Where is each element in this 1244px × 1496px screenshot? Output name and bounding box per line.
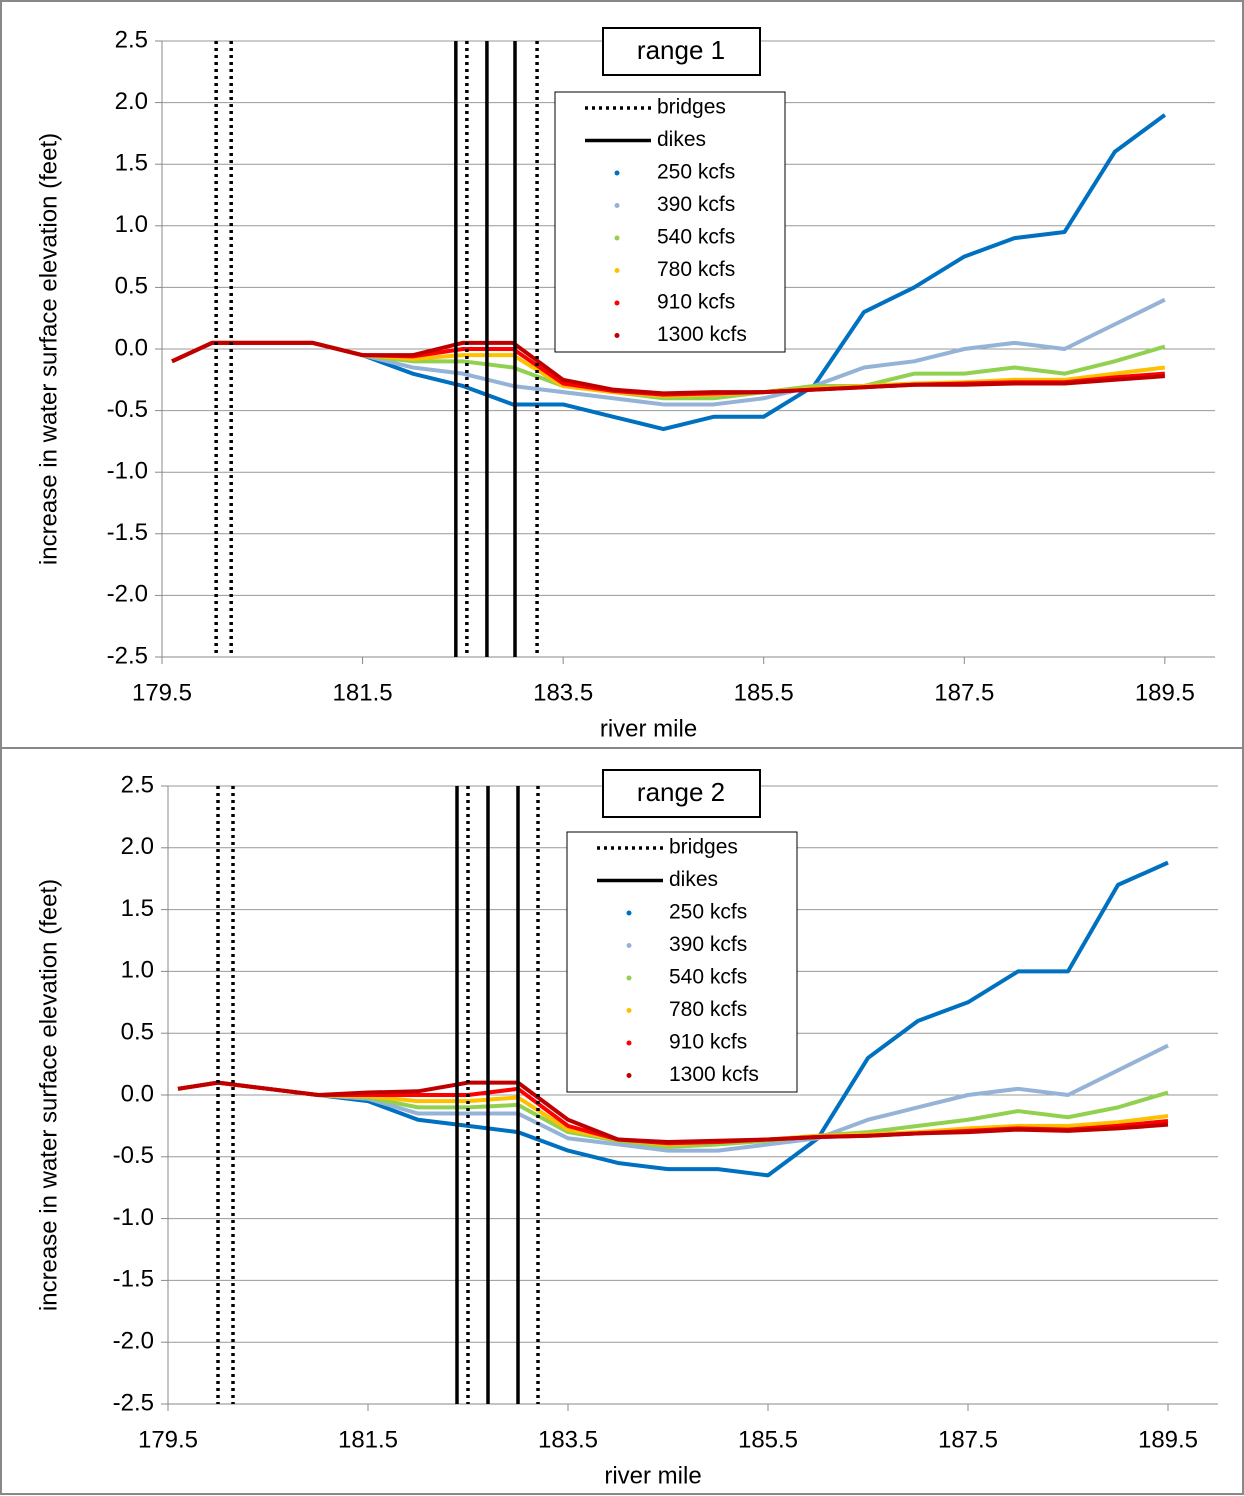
y-tick-label: -2.0 [113,1328,154,1355]
y-tick-label: 1.0 [115,211,148,238]
x-tick-label: 187.5 [938,1426,998,1453]
legend-swatch [626,943,632,948]
legend-label: dikes [669,868,718,891]
y-tick-label: -0.5 [113,1142,154,1169]
x-tick-label: 183.5 [533,679,593,706]
chart-title: range 2 [637,777,725,807]
y-tick-label: 0.0 [121,1080,154,1107]
panel-border [0,747,1244,1495]
y-tick-label: 2.5 [115,26,148,53]
x-tick-label: 183.5 [538,1426,598,1453]
legend-label: 250 kcfs [669,901,747,924]
chart: -2.5 -2.0 -1.5 -1.0 -0.5 0.0 0.5 1.0 1.5 2.0 2.5 17… [35,769,1218,1489]
x-axis-label: river mile [604,1462,701,1489]
legend-box [566,831,798,1093]
y-tick-label: -1.0 [113,1204,154,1231]
legend-label: bridges [657,96,726,119]
legend-label: 780 kcfs [669,998,747,1021]
chart: -2.5 -2.0 -1.5 -1.0 -0.5 0.0 0.5 1.0 1.5 2.0 2.5 17… [35,26,1215,742]
y-tick-label: -1.0 [107,458,148,485]
y-tick-label: -0.5 [107,396,148,423]
y-tick-label: -1.5 [113,1266,154,1293]
y-axis-label: increase in water surface elevation (fee… [35,879,62,1311]
legend-label: bridges [669,836,738,859]
y-tick-label: 1.5 [115,150,148,177]
y-tick-label: -2.5 [107,642,148,669]
legend-swatch [614,268,620,273]
y-tick-label: 2.0 [115,88,148,115]
series-line [177,1080,1169,1144]
legend-swatch [614,203,620,208]
legend-swatch [614,235,620,241]
legend-label: 1300 kcfs [669,1063,759,1086]
legend-box [554,91,786,353]
x-tick-label: 179.5 [138,1426,198,1453]
legend-label: 540 kcfs [657,226,735,249]
legend-label: dikes [657,128,706,151]
legend-label: 910 kcfs [657,291,735,314]
x-tick-label: 189.5 [1135,679,1195,706]
legend-swatch [626,1040,632,1046]
y-tick-label: -2.5 [113,1389,154,1416]
chart-title: range 1 [637,35,725,65]
title-box [602,769,761,818]
y-tick-label: -1.5 [107,519,148,546]
y-tick-label: 0.5 [121,1019,154,1046]
y-tick-label: -2.0 [107,581,148,608]
legend-label: 390 kcfs [669,933,747,956]
legend-label: 540 kcfs [669,966,747,989]
legend-swatch [626,975,632,981]
legend-label: 1300 kcfs [657,323,747,346]
y-tick-label: 0.5 [115,273,148,300]
legend-label: 390 kcfs [657,193,735,216]
y-tick-label: 0.0 [115,334,148,361]
x-tick-label: 181.5 [333,679,393,706]
legend-swatch [626,1073,632,1078]
y-axis-label: increase in water surface elevation (fee… [35,133,62,565]
y-tick-label: 2.5 [121,771,154,798]
legend-swatch [614,170,620,176]
y-tick-label: 1.0 [121,957,154,984]
y-tick-label: 2.0 [121,833,154,860]
legend-swatch [614,300,620,306]
x-tick-label: 179.5 [132,679,192,706]
x-tick-label: 185.5 [734,679,794,706]
x-tick-label: 185.5 [738,1426,798,1453]
legend-label: 910 kcfs [669,1031,747,1054]
y-tick-label: 1.5 [121,895,154,922]
legend-label: 250 kcfs [657,161,735,184]
x-axis-label: river mile [600,715,697,742]
legend-swatch [614,333,620,338]
series-line [171,340,1166,396]
x-tick-label: 181.5 [338,1426,398,1453]
title-box [602,27,761,76]
x-tick-label: 187.5 [934,679,994,706]
x-tick-label: 189.5 [1138,1426,1198,1453]
legend-swatch [626,1008,632,1013]
legend-swatch [626,910,632,916]
legend-label: 780 kcfs [657,258,735,281]
